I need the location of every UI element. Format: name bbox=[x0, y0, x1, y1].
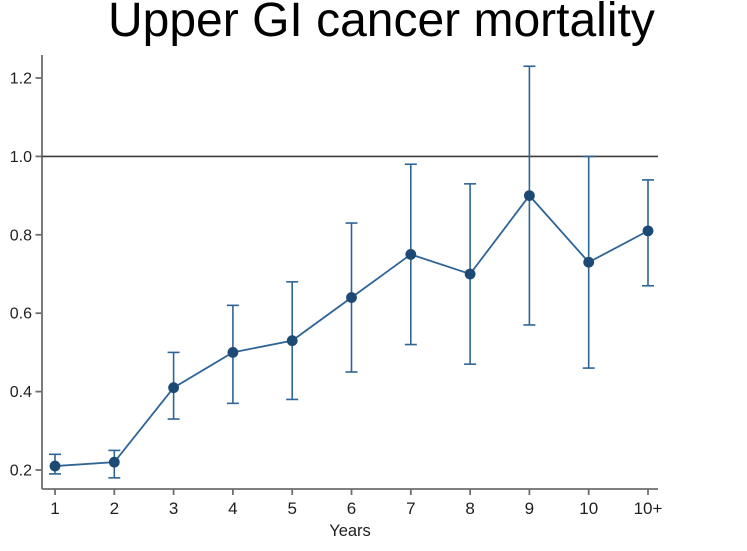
x-tick-label: 2 bbox=[110, 499, 119, 518]
x-tick-label: 9 bbox=[525, 499, 534, 518]
x-tick-label: 3 bbox=[169, 499, 178, 518]
data-point bbox=[405, 249, 417, 260]
chart-title: Upper GI cancer mortality bbox=[108, 0, 655, 47]
x-tick-label: 8 bbox=[465, 499, 474, 518]
y-tick-label: 0.4 bbox=[10, 384, 32, 401]
data-point bbox=[524, 190, 535, 202]
x-axis-title: Years bbox=[329, 522, 371, 540]
x-tick-label: 10 bbox=[579, 499, 598, 518]
data-point bbox=[286, 335, 298, 347]
data-point bbox=[346, 292, 357, 303]
y-tick-label: 0.2 bbox=[10, 463, 32, 480]
data-point bbox=[642, 225, 654, 237]
x-tick-label: 1 bbox=[50, 499, 59, 518]
data-point bbox=[227, 347, 239, 358]
x-tick-label: 6 bbox=[347, 499, 356, 518]
y-tick-label: 0.6 bbox=[10, 306, 32, 323]
data-point bbox=[168, 382, 180, 394]
data-point bbox=[464, 268, 476, 280]
data-point bbox=[583, 256, 595, 268]
y-tick-label: 1.0 bbox=[10, 149, 32, 166]
data-point bbox=[49, 460, 61, 472]
x-tick-label: 7 bbox=[406, 499, 415, 518]
y-tick-label: 0.8 bbox=[10, 227, 32, 244]
data-point bbox=[108, 456, 120, 468]
y-tick-label: 1.2 bbox=[10, 71, 32, 88]
x-tick-label: 10+ bbox=[634, 499, 663, 518]
x-tick-label: 5 bbox=[287, 499, 296, 518]
x-tick-label: 4 bbox=[228, 499, 237, 518]
